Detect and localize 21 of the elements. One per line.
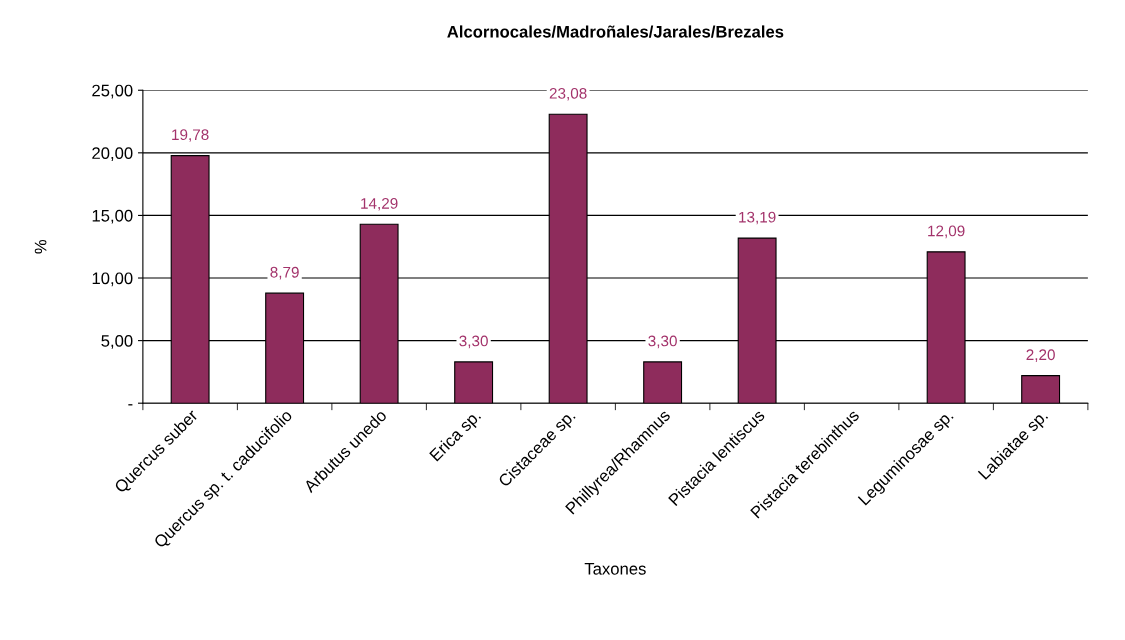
data-label: 12,09 [928,225,965,239]
data-label: 14,29 [361,197,398,211]
y-tick-label: 15,00 [92,209,133,224]
data-label: 8,79 [270,266,299,280]
y-axis-title: % [34,239,47,254]
y-tick-label: 5,00 [101,335,133,349]
x-axis-title: Taxones [584,563,646,575]
data-label: 3,30 [459,335,488,349]
y-tick-label: 25,00 [92,84,133,99]
bar [643,361,683,404]
data-label: 2,20 [1026,349,1055,362]
y-tick-label: 20,00 [92,147,133,161]
bar [1021,375,1061,404]
data-label: 19,78 [172,129,209,142]
data-label: 23,08 [549,87,587,101]
data-label: 3,30 [648,335,677,349]
y-tick-label: - [128,404,133,406]
bar [454,361,494,404]
y-tick-label: 10,00 [92,272,133,287]
chart-title: Alcornocales/Madroñales/Jarales/Brezales [447,25,784,38]
data-label: 13,19 [739,211,776,225]
